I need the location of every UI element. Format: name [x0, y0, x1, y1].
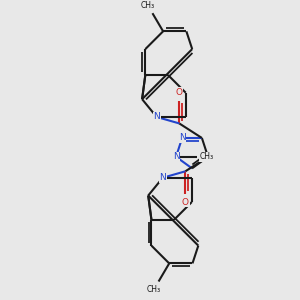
Text: O: O [182, 197, 189, 206]
Text: N: N [173, 152, 179, 161]
Text: O: O [176, 88, 183, 97]
Text: N: N [153, 112, 160, 122]
Text: CH₃: CH₃ [141, 1, 155, 10]
Text: N: N [179, 134, 185, 142]
Text: CH₃: CH₃ [200, 152, 214, 161]
Text: N: N [159, 173, 166, 182]
Text: CH₃: CH₃ [147, 285, 161, 294]
